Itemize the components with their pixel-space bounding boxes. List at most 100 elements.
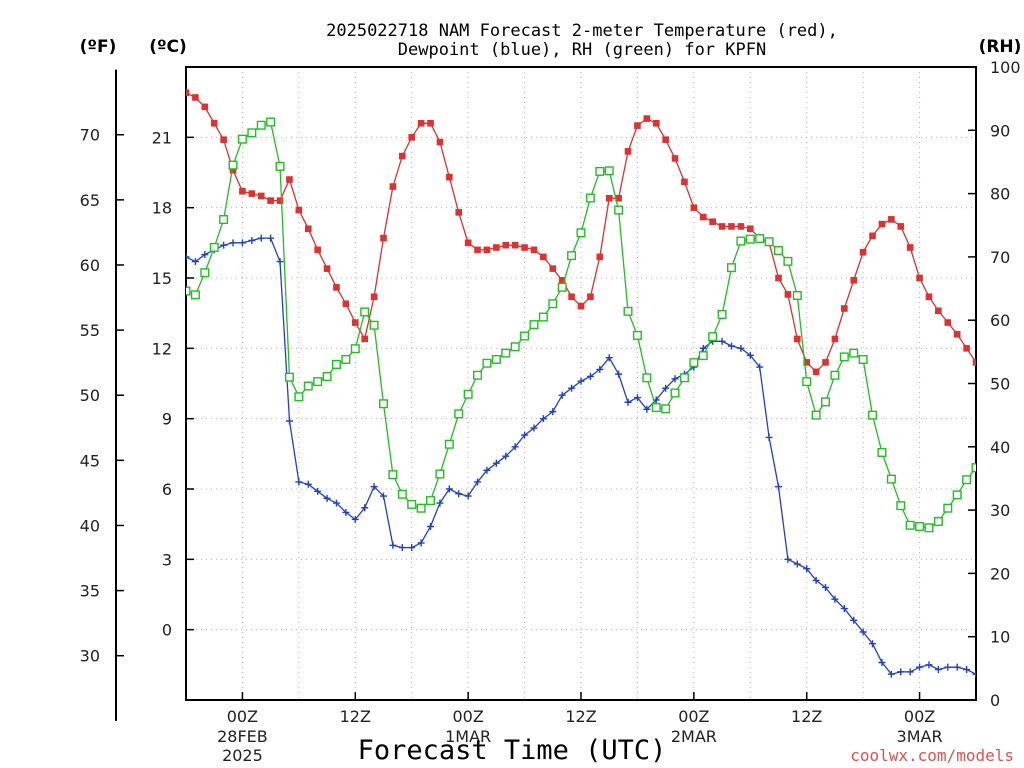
dewpoint-point — [530, 424, 538, 432]
dewpoint-point — [586, 372, 594, 380]
dewpoint-point — [718, 337, 726, 345]
temperature-point — [210, 119, 218, 127]
dewpoint-point — [605, 354, 613, 362]
dewpoint-point — [615, 370, 623, 378]
rh-point — [186, 286, 191, 296]
rh-point — [529, 320, 539, 330]
rh-point — [745, 234, 755, 244]
temperature-point — [186, 89, 190, 97]
fahrenheit-tick-label: 35 — [80, 582, 100, 601]
dewpoint-point — [323, 494, 331, 502]
dewpoint-point — [887, 670, 895, 678]
rh-point — [839, 352, 849, 362]
dewpoint-series — [186, 234, 976, 678]
fahrenheit-tick-label: 30 — [80, 647, 100, 666]
temperature-point — [408, 134, 416, 141]
dewpoint-point — [257, 234, 265, 242]
rh-point — [322, 372, 332, 382]
rh-point — [247, 128, 257, 138]
axes — [115, 66, 977, 721]
temperature-point — [511, 241, 519, 249]
rh-point — [661, 404, 671, 414]
dewpoint-point — [445, 485, 453, 493]
dewpoint-point — [822, 583, 830, 591]
grid-lines — [186, 67, 976, 700]
unit-celsius: (ºC) — [149, 37, 187, 57]
dewpoint-point — [380, 492, 387, 500]
temperature-point — [794, 335, 801, 343]
temperature-point — [634, 122, 641, 129]
rh-point — [491, 354, 501, 364]
rh-point — [454, 409, 464, 419]
temperature-point — [399, 152, 406, 160]
rh-point — [774, 246, 784, 256]
dewpoint-point — [859, 628, 867, 636]
fahrenheit-tick-label: 40 — [80, 516, 100, 535]
dewpoint-point — [662, 384, 670, 392]
fahrenheit-tick-label: 70 — [80, 126, 100, 145]
rh-point — [331, 360, 341, 370]
dewpoint-point — [276, 258, 284, 266]
dewpoint-point — [304, 480, 312, 488]
chart-title-line2: Dewpoint (blue), RH (green) for KPFN — [398, 40, 766, 60]
rh-point — [1019, 421, 1024, 429]
temperature-point — [380, 234, 387, 242]
x-tick-year: 2025 — [222, 746, 263, 765]
x-tick-date: 28FEB — [217, 727, 268, 746]
dewpoint-point — [370, 483, 378, 491]
rh-tick-label: 100 — [990, 58, 1021, 77]
series-layer — [186, 89, 1024, 678]
rh-point — [482, 358, 492, 368]
rh-point — [237, 134, 247, 144]
rh-point — [510, 342, 520, 352]
rh-point — [360, 307, 370, 317]
temperature-point — [690, 204, 698, 211]
rh-point — [548, 299, 558, 309]
dewpoint-point — [455, 490, 463, 498]
dewpoint-point — [906, 668, 914, 676]
rh-point — [982, 456, 990, 464]
temperature-point — [286, 176, 293, 183]
dewpoint-point — [521, 431, 529, 439]
temperature-point — [248, 190, 256, 197]
temperature-point — [803, 359, 811, 366]
rh-point — [679, 373, 689, 383]
fahrenheit-tick-label: 45 — [80, 451, 100, 470]
x-tick-label: 00Z — [904, 707, 935, 726]
rh-point — [849, 348, 859, 358]
x-tick-label: 00Z — [227, 707, 258, 726]
x-tick-label: 00Z — [452, 707, 483, 726]
temperature-point — [540, 253, 547, 261]
unit-rh: (RH) — [979, 37, 1022, 57]
rh-point — [698, 351, 708, 361]
dewpoint-point — [756, 363, 764, 371]
fahrenheit-tick-label: 60 — [80, 256, 100, 275]
dewpoint-point — [568, 384, 576, 392]
rh-tick-label: 90 — [990, 121, 1010, 140]
dewpoint-point — [840, 605, 848, 613]
temperature-point — [822, 359, 829, 366]
temperature-point — [775, 274, 782, 282]
dewpoint-point — [596, 365, 604, 373]
x-tick-label: 12Z — [565, 707, 596, 726]
rh-point — [416, 503, 426, 513]
temperature-point — [916, 274, 923, 282]
dewpoint-point — [492, 459, 500, 467]
temperature-point — [436, 138, 444, 146]
dewpoint-point — [803, 565, 811, 573]
dewpoint-point — [775, 483, 782, 491]
temperature-point — [427, 119, 434, 127]
dewpoint-point — [699, 344, 707, 352]
temperature-point — [953, 330, 961, 338]
temperature-point — [474, 246, 481, 254]
rh-point — [369, 320, 379, 330]
rh-point — [313, 377, 323, 387]
temperature-point — [671, 155, 679, 162]
dewpoint-point — [671, 375, 679, 383]
temperature-point — [906, 244, 914, 251]
temperature-point — [464, 239, 472, 247]
temperature-point — [370, 293, 378, 301]
dewpoint-point — [361, 504, 369, 512]
dewpoint-point — [220, 241, 228, 249]
temperature-point — [784, 291, 792, 298]
